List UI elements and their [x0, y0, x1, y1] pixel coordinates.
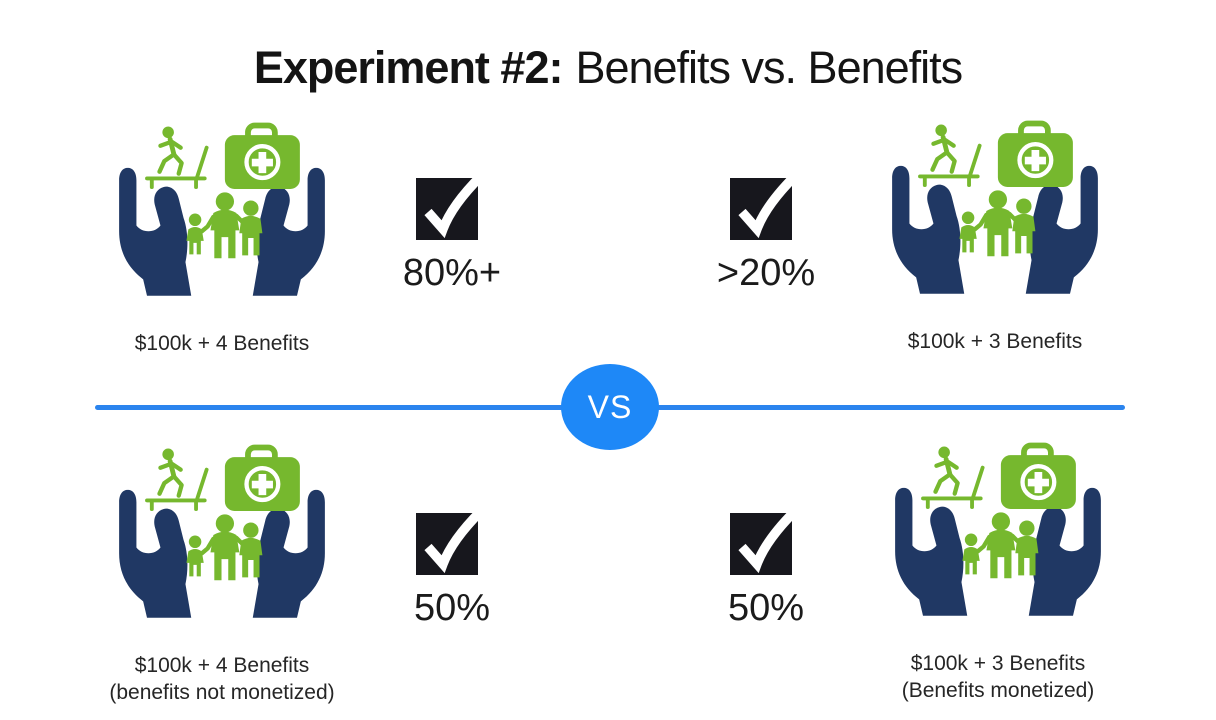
checkbox-checked-icon — [415, 506, 489, 576]
benefits-panel-top-right: $100k + 3 Benefits — [865, 112, 1125, 355]
checkbox-checked-icon — [729, 506, 803, 576]
check-block-top-left: 80%+ — [367, 171, 537, 295]
check-block-top-right: >20% — [681, 171, 851, 295]
check-value: 50% — [727, 587, 805, 629]
panel-label: $100k + 4 Benefits — [134, 654, 310, 677]
check-value: >20% — [716, 252, 816, 294]
panel-sublabel: (Benefits monetized) — [901, 679, 1095, 702]
benefits-panel-top-left: $100k + 4 Benefits — [92, 114, 352, 357]
title-bold-part: Experiment #2: — [253, 42, 564, 93]
checkbox-checked-icon — [415, 171, 489, 241]
benefits-panel-bottom-left: $100k + 4 Benefits (benefits not monetiz… — [92, 436, 352, 706]
check-block-bottom-left: 50% — [367, 506, 537, 630]
panel-label: $100k + 4 Benefits — [134, 332, 310, 355]
check-value: 80%+ — [402, 252, 502, 294]
hands-holding-health-family-icon — [870, 112, 1120, 312]
panel-sublabel: (benefits not monetized) — [109, 681, 335, 704]
hands-holding-health-family-icon — [873, 434, 1123, 634]
panel-label: $100k + 3 Benefits — [907, 330, 1083, 353]
vs-badge: VS — [561, 364, 659, 450]
slide-title: Experiment #2: Benefits vs. Benefits — [0, 40, 1216, 96]
check-value: 50% — [413, 587, 491, 629]
checkbox-checked-icon — [729, 171, 803, 241]
title-regular-part: Benefits vs. Benefits — [575, 42, 963, 93]
benefits-panel-bottom-right: $100k + 3 Benefits (Benefits monetized) — [868, 434, 1128, 704]
hands-holding-health-family-icon — [97, 436, 347, 636]
hands-holding-health-family-icon — [97, 114, 347, 314]
check-block-bottom-right: 50% — [681, 506, 851, 630]
panel-label: $100k + 3 Benefits — [910, 652, 1086, 675]
